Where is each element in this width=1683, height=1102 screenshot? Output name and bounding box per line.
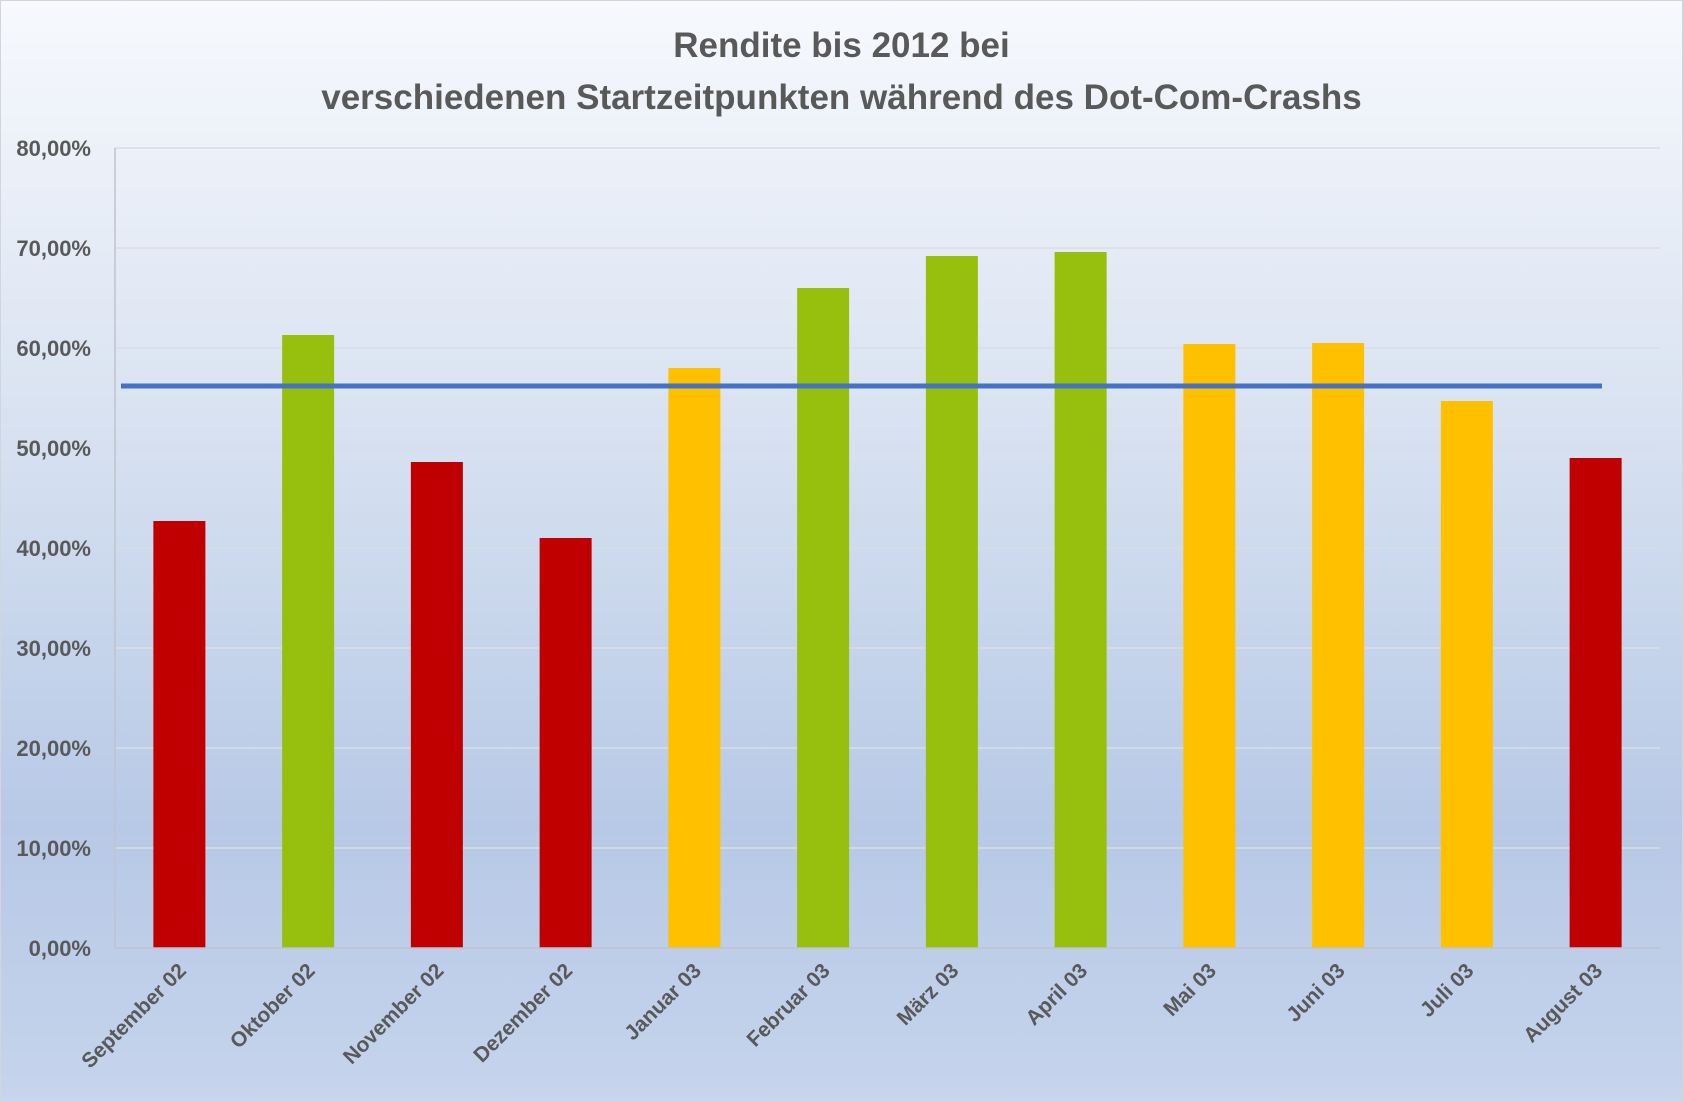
x-tick-label: Juli 03 xyxy=(1416,959,1478,1021)
y-tick-label: 30,00% xyxy=(16,636,91,661)
y-tick-label: 0,00% xyxy=(29,936,91,961)
y-tick-label: 20,00% xyxy=(16,736,91,761)
bar-1 xyxy=(282,335,335,948)
bar-6 xyxy=(925,256,978,948)
y-tick-label: 70,00% xyxy=(16,236,91,261)
x-tick-label: Dezember 02 xyxy=(469,959,577,1067)
gridlines xyxy=(115,147,1660,849)
x-tick-label: September 02 xyxy=(77,959,191,1073)
chart-title: Rendite bis 2012 bei verschiedenen Start… xyxy=(0,20,1683,124)
x-axis-ticks: September 02 Oktober 02 November 02 Dezembe… xyxy=(77,959,1607,1073)
bar-11 xyxy=(1569,458,1622,948)
bar-8 xyxy=(1183,344,1236,948)
bar-10 xyxy=(1440,401,1493,948)
bar-9 xyxy=(1312,343,1365,948)
x-tick-label: Februar 03 xyxy=(742,959,834,1051)
y-tick-label: 50,00% xyxy=(16,436,91,461)
x-tick-label: Oktober 02 xyxy=(226,959,320,1053)
chart-title-line-1: Rendite bis 2012 bei xyxy=(673,26,1010,65)
x-tick-label: Mai 03 xyxy=(1159,959,1221,1021)
y-tick-label: 10,00% xyxy=(16,836,91,861)
x-tick-label: August 03 xyxy=(1519,959,1607,1047)
bar-3 xyxy=(539,538,592,948)
bar-2 xyxy=(410,462,463,948)
y-axis-ticks: 0,00% 10,00% 20,00% 30,00% 40,00% 50,00% 60,00… xyxy=(16,136,91,961)
x-tick-label: März 03 xyxy=(893,959,964,1030)
bar-0 xyxy=(153,521,206,948)
chart-title-line-2: verschiedenen Startzeitpunkten während d… xyxy=(321,78,1362,117)
y-tick-label: 80,00% xyxy=(16,136,91,161)
x-tick-label: April 03 xyxy=(1021,959,1092,1030)
bar-5 xyxy=(797,288,850,948)
bars xyxy=(153,252,1622,948)
x-tick-label: November 02 xyxy=(339,959,449,1069)
x-tick-label: Januar 03 xyxy=(620,959,706,1045)
bar-7 xyxy=(1054,252,1107,948)
y-tick-label: 60,00% xyxy=(16,336,91,361)
axes xyxy=(114,148,1660,949)
bar-4 xyxy=(668,368,721,948)
y-tick-label: 40,00% xyxy=(16,536,91,561)
x-tick-label: Juni 03 xyxy=(1282,959,1349,1026)
